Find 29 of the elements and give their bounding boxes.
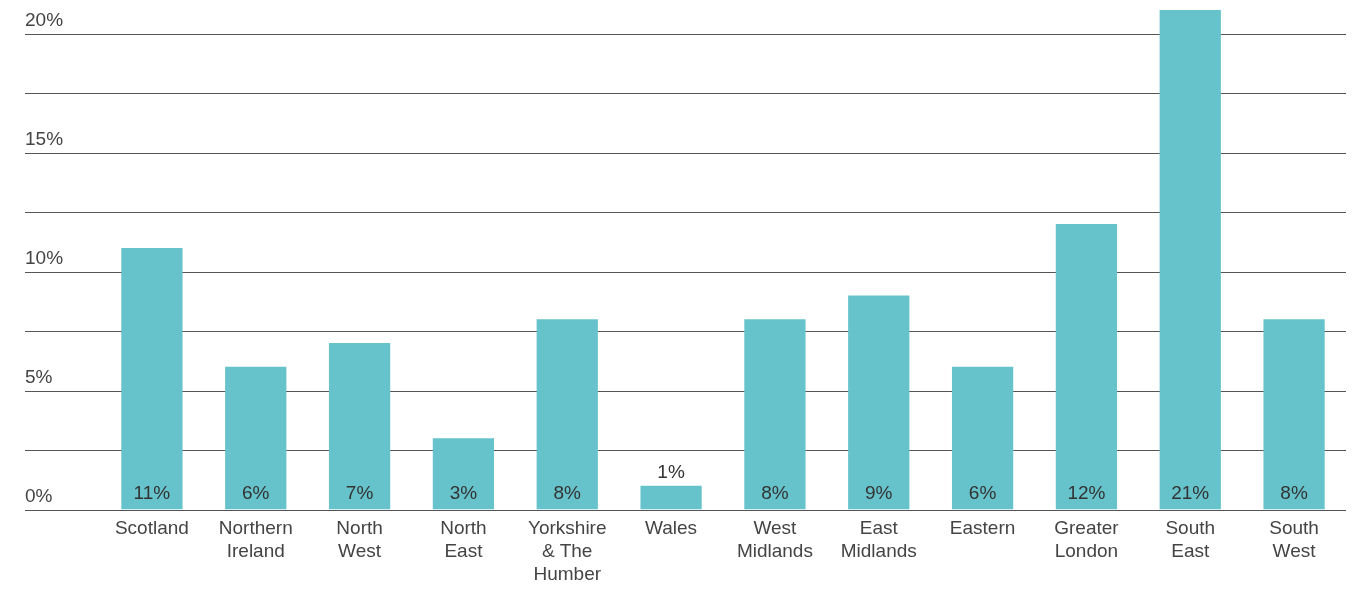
x-tick-label: Greater London <box>1054 517 1120 562</box>
data-label: 21% <box>1171 482 1210 504</box>
x-tick-label: Eastern <box>949 517 1016 539</box>
data-label: 7% <box>345 482 374 504</box>
x-tick-label: North West <box>336 517 383 562</box>
y-tick-label: 0% <box>25 485 53 507</box>
x-tick-label: Wales <box>645 517 698 539</box>
y-tick-label: 10% <box>25 247 64 269</box>
x-tick-label: West Midlands <box>736 517 813 562</box>
data-label: 3% <box>449 482 478 504</box>
data-label: 12% <box>1067 482 1106 504</box>
x-tick-label: East Midlands <box>840 517 917 562</box>
x-tick-label: Scotland <box>114 517 189 539</box>
y-tick-label: 20% <box>25 9 64 31</box>
x-tick-label: Northern Ireland <box>218 517 293 562</box>
y-tick-label: 15% <box>25 128 64 150</box>
data-label: 9% <box>865 482 893 504</box>
data-label: 8% <box>761 482 789 504</box>
data-label: 6% <box>242 482 270 504</box>
data-label: 1% <box>657 460 685 482</box>
data-label: 8% <box>553 482 582 504</box>
x-tick-label: Yorkshire & The Humber <box>527 517 607 584</box>
data-label: 8% <box>1280 482 1308 504</box>
data-label: 11% <box>133 482 171 504</box>
data-label: 6% <box>968 482 997 504</box>
x-tick-label: South West <box>1269 517 1319 562</box>
y-tick-label: 5% <box>25 366 53 388</box>
x-tick-label: North East <box>440 517 487 562</box>
x-tick-label: South East <box>1165 517 1216 562</box>
